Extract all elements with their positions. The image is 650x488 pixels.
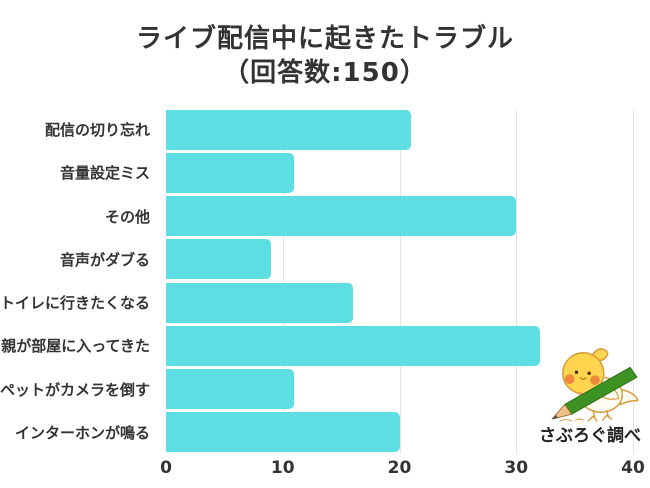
survey-credit: さぶろぐ調べ — [539, 426, 641, 446]
bar-row — [166, 324, 633, 367]
x-tick-label: 40 — [621, 458, 645, 478]
bar-row — [166, 368, 633, 411]
category-label: その他 — [104, 207, 150, 226]
bar — [166, 109, 412, 150]
category-label: 音声がダブる — [59, 250, 150, 269]
bar — [166, 412, 400, 453]
category-label: 配信の切り忘れ — [44, 121, 150, 140]
category-label: 親が部屋に入ってきた — [1, 337, 150, 356]
bar — [166, 369, 295, 410]
bar-row — [166, 411, 633, 454]
chart-title-line1: ライブ配信中に起きたトラブル — [135, 24, 514, 54]
category-label: 音量設定ミス — [59, 164, 150, 183]
category-label: ペットがカメラを倒す — [0, 380, 150, 399]
bar-row — [166, 281, 633, 324]
gridline-30 — [516, 110, 518, 454]
x-tick-label: 10 — [270, 458, 295, 478]
bar-row — [166, 195, 633, 238]
bar-row — [166, 108, 633, 151]
bar — [166, 196, 517, 237]
category-label: トイレに行きたくなる — [0, 294, 150, 313]
bar — [166, 282, 353, 323]
x-tick-label: 30 — [504, 458, 529, 478]
plot-area — [166, 108, 634, 454]
bar — [166, 152, 295, 193]
x-axis: 0 10 20 30 40 — [160, 458, 645, 480]
bar — [166, 239, 272, 280]
bars-area — [166, 108, 633, 454]
bar-row — [166, 238, 633, 281]
category-label: インターホンが鳴る — [14, 423, 150, 442]
x-tick-label: 0 — [160, 458, 172, 478]
category-labels: 配信の切り忘れ音量設定ミスその他音声がダブるトイレに行きたくなる 親が部屋に入って… — [0, 108, 158, 454]
mascot-bird-pencil-icon — [545, 344, 645, 422]
x-tick-label: 20 — [387, 458, 412, 478]
chart-title-line2: （回答数:150） — [223, 58, 427, 88]
gridline-10 — [282, 110, 284, 454]
chart-title: ライブ配信中に起きたトラブル （回答数:150） — [0, 22, 650, 90]
bar-row — [166, 151, 633, 194]
gridline-20 — [399, 110, 401, 454]
gridline-40 — [633, 110, 634, 454]
bar — [166, 325, 540, 366]
